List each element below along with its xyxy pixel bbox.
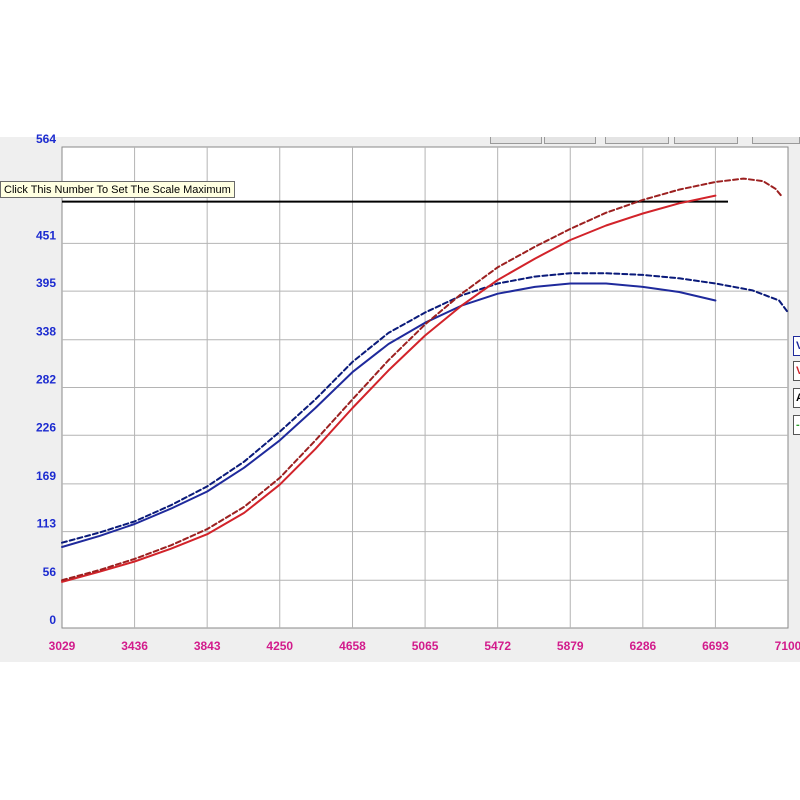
- y-tick-label[interactable]: 226: [36, 420, 56, 434]
- legend-entry-3[interactable]: A: [793, 388, 800, 408]
- y-tick-label[interactable]: 113: [37, 517, 57, 531]
- series-line: [61, 177, 784, 582]
- x-tick-label: 3029: [49, 639, 76, 653]
- x-tick-label: 4658: [339, 639, 366, 653]
- x-tick-label: 6286: [629, 639, 656, 653]
- toolbar-button-3[interactable]: [605, 137, 669, 144]
- x-tick-label: 5879: [557, 639, 584, 653]
- y-tick-label[interactable]: 338: [36, 325, 56, 339]
- y-tick-label[interactable]: 0: [49, 613, 56, 627]
- toolbar-button-1[interactable]: [490, 137, 542, 144]
- y-tick-label[interactable]: 56: [43, 565, 57, 579]
- x-tick-label: 4250: [266, 639, 293, 653]
- series-line: [61, 194, 717, 583]
- legend-entry-2[interactable]: V: [793, 361, 800, 381]
- series-line: [61, 282, 717, 548]
- y-tick-label[interactable]: 451: [36, 228, 56, 242]
- y-tick-label[interactable]: 564: [36, 132, 56, 146]
- toolbar-button-4[interactable]: [674, 137, 738, 144]
- toolbar-button-2[interactable]: [544, 137, 596, 144]
- legend-entry-1[interactable]: V: [793, 336, 800, 356]
- y-tick-label[interactable]: 395: [36, 276, 56, 290]
- x-tick-label: 6693: [702, 639, 729, 653]
- y-tick-label[interactable]: 169: [36, 469, 56, 483]
- legend-entry-4[interactable]: -: [793, 415, 800, 435]
- scale-maximum-tooltip: Click This Number To Set The Scale Maxim…: [0, 181, 235, 198]
- y-tick-label[interactable]: 282: [36, 373, 56, 387]
- x-tick-label: 5065: [412, 639, 439, 653]
- x-tick-label: 3436: [121, 639, 148, 653]
- x-tick-label: 7100: [775, 639, 800, 653]
- series-line: [61, 272, 789, 544]
- x-tick-label: 3843: [194, 639, 221, 653]
- x-tick-label: 5472: [484, 639, 511, 653]
